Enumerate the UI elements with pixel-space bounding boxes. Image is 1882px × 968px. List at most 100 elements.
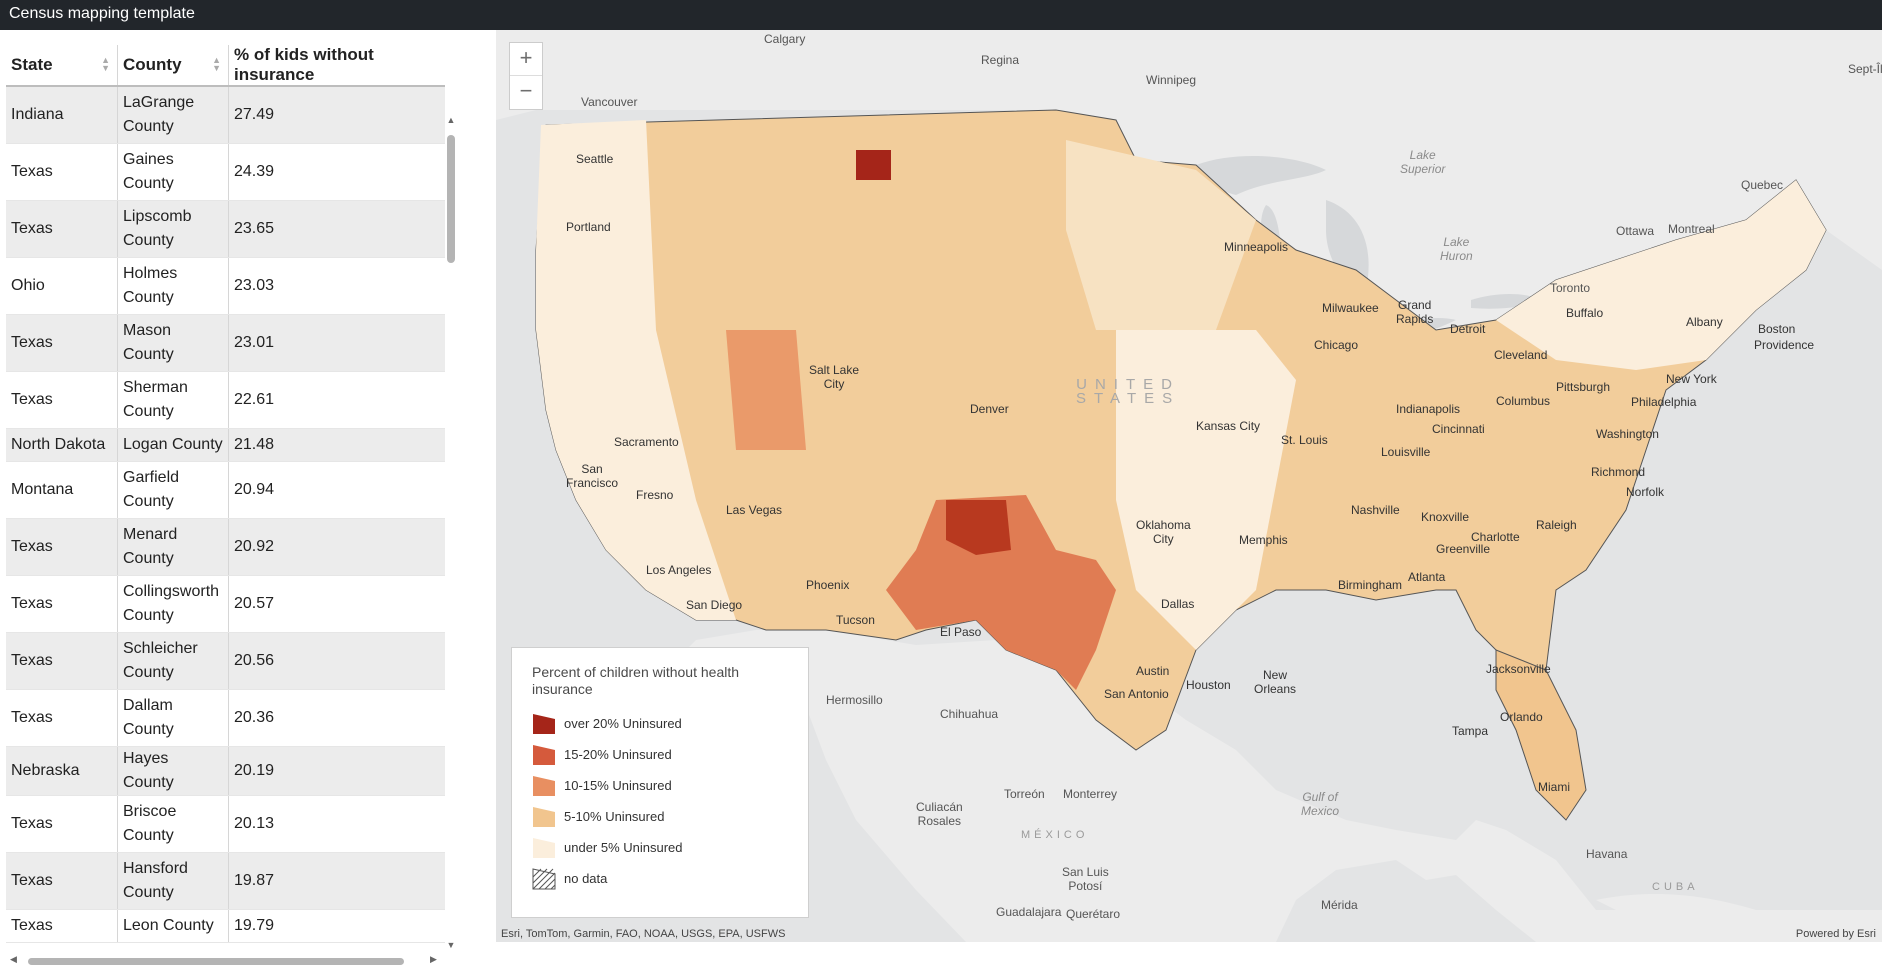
cell-percent: 20.13 xyxy=(228,795,445,853)
powered-by-link[interactable]: Powered by Esri xyxy=(1795,928,1876,940)
table-row[interactable]: Indiana LaGrange County 27.49 xyxy=(6,86,445,144)
map-label-jacksonville: Jacksonville xyxy=(1486,662,1551,676)
lake-superior xyxy=(1196,155,1326,195)
map-label-kansas-city: Kansas City xyxy=(1196,419,1261,433)
table-row[interactable]: Texas Lipscomb County 23.65 xyxy=(6,200,445,258)
map-label-ottawa: Ottawa xyxy=(1616,224,1655,238)
map-label-norfolk: Norfolk xyxy=(1626,485,1665,499)
map-label-vancouver: Vancouver xyxy=(581,95,638,109)
legend-swatch xyxy=(533,713,555,734)
table-row[interactable]: Texas Menard County 20.92 xyxy=(6,518,445,576)
map-label-new-orleans: New Orleans xyxy=(1254,668,1297,696)
cell-percent: 20.56 xyxy=(228,632,445,690)
scroll-right-icon[interactable]: ▶ xyxy=(430,954,437,964)
map-label-quebec: Quebec xyxy=(1741,178,1784,192)
cell-state: Texas xyxy=(6,200,118,258)
map-label-orlando: Orlando xyxy=(1500,710,1543,724)
legend-item: no data xyxy=(532,863,788,894)
table-row[interactable]: Nebraska Hayes County 20.19 xyxy=(6,746,445,796)
table-row[interactable]: Texas Schleicher County 20.56 xyxy=(6,632,445,690)
scroll-thumb[interactable] xyxy=(28,958,404,965)
table-row[interactable]: Texas Collingsworth County 20.57 xyxy=(6,575,445,633)
results-panel: State ▲ ▼ County ▲ ▼ % of kids without ins… xyxy=(0,30,470,965)
table-row[interactable]: Texas Briscoe County 20.13 xyxy=(6,795,445,853)
map-label-buffalo: Buffalo xyxy=(1566,306,1604,320)
map-label-miami: Miami xyxy=(1538,780,1570,794)
map-label-denver: Denver xyxy=(970,402,1009,416)
cell-percent: 20.57 xyxy=(228,575,445,633)
scroll-thumb[interactable] xyxy=(447,135,455,263)
table-row[interactable]: Ohio Holmes County 23.03 xyxy=(6,257,445,315)
map-label-louisville: Louisville xyxy=(1381,445,1431,459)
table-viewport[interactable]: State ▲ ▼ County ▲ ▼ % of kids without ins… xyxy=(6,45,445,953)
map-label-toronto: Toronto xyxy=(1550,281,1591,295)
table-row[interactable]: Texas Sherman County 22.61 xyxy=(6,371,445,429)
legend-item: 15-20% Uninsured xyxy=(532,739,788,770)
map-view[interactable]: Calgary Regina Winnipeg Vancouver Seattl… xyxy=(496,30,1882,942)
map-label-milwaukee: Milwaukee xyxy=(1322,301,1379,315)
legend-item-label: 5-10% Uninsured xyxy=(564,809,665,824)
cell-county: Holmes County xyxy=(117,257,229,315)
map-label-cincinnati: Cincinnati xyxy=(1432,422,1485,436)
zoom-in-button[interactable]: + xyxy=(519,45,533,70)
table-row[interactable]: Texas Leon County 19.79 xyxy=(6,909,445,943)
map-label-philadelphia: Philadelphia xyxy=(1631,395,1697,409)
southeast-region xyxy=(1116,330,1296,650)
scroll-left-icon[interactable]: ◀ xyxy=(10,954,17,964)
map-label-guadalajara: Guadalajara xyxy=(996,905,1062,919)
map-label-detroit: Detroit xyxy=(1450,322,1486,336)
sort-icon[interactable]: ▲ ▼ xyxy=(101,55,110,73)
map-label-greenville: Greenville xyxy=(1436,542,1491,556)
cell-state: Ohio xyxy=(6,257,118,315)
cell-percent: 20.94 xyxy=(228,461,445,519)
legend-swatch xyxy=(533,775,555,796)
table-row[interactable]: Texas Dallam County 20.36 xyxy=(6,689,445,747)
cell-state: Texas xyxy=(6,143,118,201)
map-label-houston: Houston xyxy=(1186,678,1231,692)
cell-county: Menard County xyxy=(117,518,229,576)
map-label-phoenix: Phoenix xyxy=(806,578,850,592)
cell-state: Texas xyxy=(6,909,118,943)
table-row[interactable]: Texas Hansford County 19.87 xyxy=(6,852,445,910)
legend-item: 5-10% Uninsured xyxy=(532,801,788,832)
column-header-label: State xyxy=(11,55,53,74)
app-title-bar: Census mapping template xyxy=(0,0,1882,30)
column-header-county[interactable]: County ▲ ▼ xyxy=(117,45,229,87)
map-label-st-louis: St. Louis xyxy=(1281,433,1328,447)
sort-icon[interactable]: ▲ ▼ xyxy=(212,55,221,73)
legend-swatch xyxy=(533,837,555,858)
table-row[interactable]: Montana Garfield County 20.94 xyxy=(6,461,445,519)
horizontal-scrollbar[interactable]: ◀ ▶ xyxy=(6,954,446,968)
column-header-state[interactable]: State ▲ ▼ xyxy=(6,45,118,87)
map-label-memphis: Memphis xyxy=(1239,533,1288,547)
cell-county: Mason County xyxy=(117,314,229,372)
map-label-san-antonio: San Antonio xyxy=(1104,687,1169,701)
mexico-landmass xyxy=(666,630,1882,942)
zoom-out-button[interactable]: − xyxy=(510,75,542,108)
table-row[interactable]: Texas Mason County 23.01 xyxy=(6,314,445,372)
map-label-cleveland: Cleveland xyxy=(1494,348,1548,362)
scroll-up-icon[interactable]: ▲ xyxy=(446,115,456,125)
cell-percent: 19.87 xyxy=(228,852,445,910)
table-row[interactable]: Texas Gaines County 24.39 xyxy=(6,143,445,201)
table-row[interactable]: North Dakota Logan County 21.48 xyxy=(6,428,445,462)
map-attribution[interactable]: Esri, TomTom, Garmin, FAO, NOAA, USGS, E… xyxy=(501,928,786,940)
vertical-scrollbar[interactable]: ▲ ▼ xyxy=(445,85,457,955)
cell-state: Texas xyxy=(6,852,118,910)
cell-state: Texas xyxy=(6,689,118,747)
map-label-united-states: UNITED STATES xyxy=(1076,376,1181,407)
map-label-seattle: Seattle xyxy=(576,152,614,166)
cell-state: Texas xyxy=(6,632,118,690)
cell-percent: 21.48 xyxy=(228,428,445,462)
map-label-montreal: Montreal xyxy=(1668,222,1715,236)
column-header-label: % of kids without insurance xyxy=(234,45,374,84)
cell-percent: 22.61 xyxy=(228,371,445,429)
map-label-salt-lake-city: Salt Lake City xyxy=(809,363,860,391)
app-title: Census mapping template xyxy=(9,5,195,22)
legend-title: Percent of children without health insur… xyxy=(532,664,740,697)
column-header-percent[interactable]: % of kids without insurance xyxy=(228,45,445,87)
map-label-monterrey: Monterrey xyxy=(1063,787,1118,801)
map-label-dallas: Dallas xyxy=(1161,597,1195,611)
map-label-columbus: Columbus xyxy=(1496,394,1551,408)
cell-county: Briscoe County xyxy=(117,795,229,853)
